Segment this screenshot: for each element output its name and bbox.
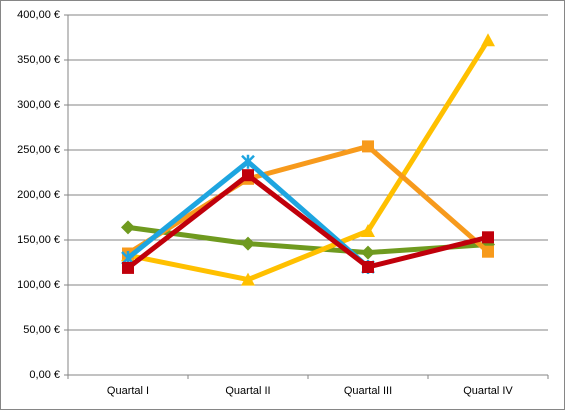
y-tick-label: 400,00 €	[17, 9, 60, 21]
series-line	[126, 143, 490, 256]
y-tick-label: 0,00 €	[29, 369, 60, 381]
marker	[241, 154, 255, 169]
series-line	[127, 224, 489, 256]
marker	[482, 231, 494, 244]
marker	[362, 140, 374, 153]
marker	[481, 33, 495, 47]
marker	[361, 224, 375, 237]
marker	[241, 272, 255, 286]
x-tick-label: Quartal I	[107, 385, 149, 397]
y-tick-label: 350,00 €	[17, 54, 60, 66]
marker	[482, 245, 494, 258]
x-tick-label: Quartal IV	[463, 385, 513, 397]
y-tick-label: 50,00 €	[23, 324, 60, 336]
marker	[361, 245, 375, 260]
marker	[242, 169, 254, 182]
x-tick-label: Quartal III	[344, 385, 392, 397]
y-tick-label: 150,00 €	[17, 234, 60, 246]
y-tick-label: 100,00 €	[17, 279, 60, 291]
series-line	[127, 38, 491, 283]
marker	[362, 261, 374, 273]
series-line	[126, 172, 489, 270]
x-tick-label: Quartal II	[225, 385, 270, 397]
y-tick-label: 200,00 €	[17, 189, 60, 201]
marker	[122, 261, 134, 274]
marker	[241, 236, 255, 251]
marker	[121, 220, 135, 235]
y-tick-label: 250,00 €	[17, 144, 60, 156]
y-tick-label: 300,00 €	[17, 99, 60, 111]
